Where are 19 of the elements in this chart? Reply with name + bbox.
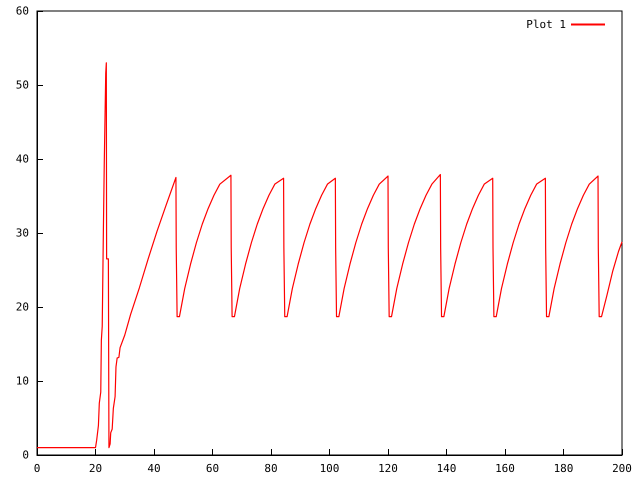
x-tick-label: 60: [206, 462, 220, 475]
y-tick-label: 60: [16, 4, 29, 18]
y-tick-label: 50: [16, 78, 29, 92]
x-tick-label: 20: [88, 462, 102, 475]
x-tick-label: 80: [264, 462, 278, 475]
y-tick-label: 40: [16, 152, 29, 166]
x-tick-label: 100: [320, 462, 340, 475]
x-tick-label: 180: [554, 462, 574, 475]
y-tick-label: 20: [16, 300, 29, 314]
y-tick-label: 10: [16, 374, 29, 388]
y-tick-label: 30: [16, 226, 29, 240]
x-tick-label: 0: [34, 462, 40, 475]
x-tick-label: 120: [378, 462, 398, 475]
y-tick-label: 0: [22, 448, 29, 462]
x-tick-label: 140: [436, 462, 456, 475]
x-tick-label: 160: [495, 462, 515, 475]
x-tick-label: 40: [147, 462, 161, 475]
x-tick-label: 200: [612, 462, 632, 475]
legend-label: Plot 1: [526, 18, 566, 31]
